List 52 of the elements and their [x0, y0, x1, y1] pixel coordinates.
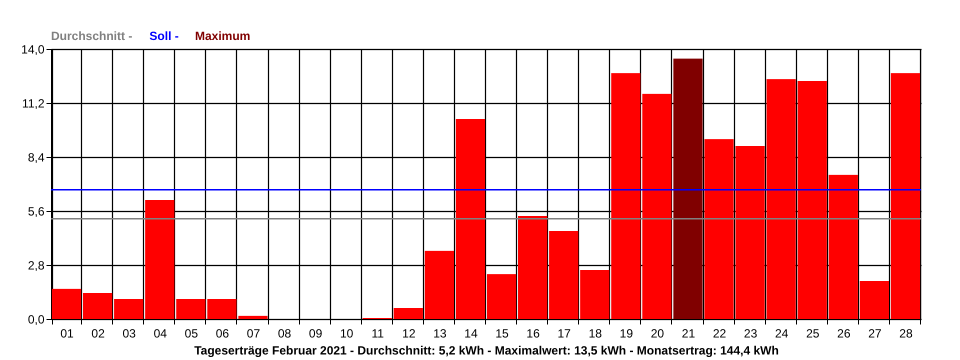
- y-tick-label: 11,2: [22, 96, 45, 110]
- x-axis-title: Tageserträge Februar 2021 - Durchschnitt: 5,2 kWh - Maximalwert: 13,5 kWh - Monatsertrag: 144,4 kWh: [194, 344, 779, 358]
- x-tick-label: 09: [308, 326, 323, 340]
- x-tick-label: 22: [712, 326, 727, 340]
- x-tick-label: 13: [433, 326, 447, 340]
- text: Maximum: [195, 29, 250, 43]
- text: Soll -: [149, 29, 179, 43]
- bar: [518, 216, 548, 319]
- x-tick-label: 15: [495, 326, 510, 340]
- x-tick-label: 05: [184, 326, 198, 340]
- bar: [207, 298, 236, 319]
- y-tick-label: 14,0: [21, 42, 45, 56]
- y-tick-label: 2,8: [28, 258, 45, 272]
- x-tick-label: 25: [806, 326, 820, 340]
- x-tick-label: 07: [246, 326, 260, 340]
- y-tick-label: 8,4: [28, 150, 45, 164]
- x-tick-label: 08: [278, 326, 292, 340]
- bar: [860, 281, 889, 319]
- text: Durchschnitt -: [51, 29, 132, 43]
- y-tick-label: 5,6: [28, 204, 45, 218]
- bar: [52, 288, 82, 319]
- x-tick-label: 17: [558, 326, 572, 340]
- bar: [673, 58, 703, 319]
- x-tick-label: 12: [402, 326, 416, 340]
- x-tick-label: 14: [464, 326, 478, 340]
- bar: [890, 73, 920, 319]
- x-tick-label: 23: [744, 326, 758, 340]
- x-tick-label: 21: [682, 326, 696, 340]
- x-tick-label: 01: [60, 326, 74, 340]
- bar: [456, 119, 486, 319]
- x-tick-label: 11: [372, 326, 384, 340]
- x-tick-label: 10: [340, 326, 354, 340]
- bar: [83, 292, 112, 319]
- x-tick-label: 28: [899, 326, 913, 340]
- bar: [704, 139, 734, 319]
- x-tick-label: 02: [91, 326, 106, 340]
- x-tick-label: 06: [216, 326, 230, 340]
- bar: [424, 250, 454, 319]
- bar: [736, 146, 765, 319]
- bar: [642, 94, 672, 319]
- x-tick-label: 26: [837, 326, 851, 340]
- x-tick-label: 24: [775, 326, 789, 340]
- x-tick-label: 27: [868, 326, 882, 340]
- x-tick-label: 20: [650, 326, 664, 340]
- y-tick-label: 0,0: [28, 312, 45, 326]
- x-tick-label: 03: [122, 326, 136, 340]
- x-tick-label: 16: [526, 326, 540, 340]
- bar: [486, 274, 516, 319]
- x-tick-label: 04: [154, 326, 168, 340]
- x-tick-label: 18: [588, 326, 602, 340]
- x-tick-label: 19: [620, 326, 634, 340]
- bar: [238, 316, 268, 319]
